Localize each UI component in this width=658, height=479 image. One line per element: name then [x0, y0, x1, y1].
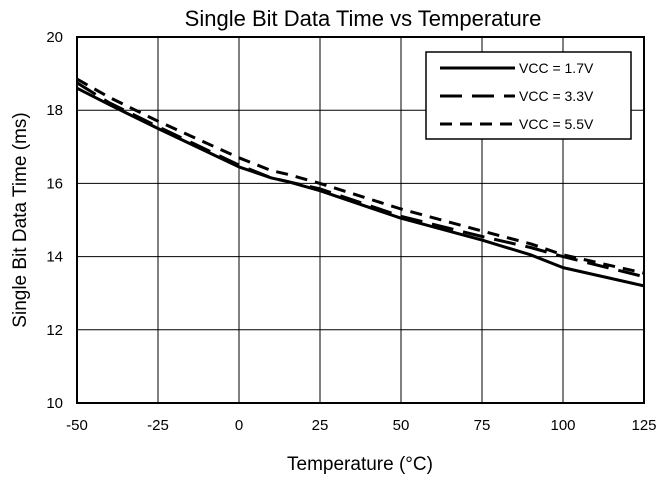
y-tick-label: 16	[46, 175, 63, 192]
y-tick-label: 14	[46, 249, 63, 266]
x-tick-labels: -50 -25 0 25 50 75 100 125	[66, 417, 656, 434]
y-tick-label: 12	[46, 322, 63, 339]
x-tick-label: 75	[474, 417, 491, 434]
x-axis-label: Temperature (°C)	[287, 454, 433, 475]
legend-entries: VCC = 1.7V VCC = 3.3V VCC = 5.5V	[440, 60, 594, 132]
legend: VCC = 1.7V VCC = 3.3V VCC = 5.5V	[425, 51, 632, 140]
legend-label: VCC = 1.7V	[519, 60, 594, 76]
plot-area	[76, 36, 645, 404]
series-line	[76, 81, 645, 279]
x-tick-label: -25	[147, 417, 169, 434]
legend-label: VCC = 5.5V	[519, 116, 594, 132]
y-tick-label: 18	[46, 102, 63, 119]
y-tick-labels: 10 12 14 16 18 20	[46, 29, 63, 412]
legend-label: VCC = 3.3V	[519, 88, 594, 104]
series-line	[76, 86, 645, 288]
x-tick-label: 0	[235, 417, 243, 434]
y-tick-label: 20	[46, 29, 63, 46]
x-tick-label: 100	[550, 417, 575, 434]
x-tick-label: 50	[393, 417, 410, 434]
x-tick-label: 25	[312, 417, 329, 434]
series-lines	[76, 77, 645, 288]
y-tick-label: 10	[46, 395, 63, 412]
x-tick-label: -50	[66, 417, 88, 434]
y-axis-label: Single Bit Data Time (ms)	[10, 112, 31, 327]
chart-title: Single Bit Data Time vs Temperature	[185, 6, 542, 31]
series-line	[76, 77, 645, 275]
x-tick-label: 125	[631, 417, 656, 434]
